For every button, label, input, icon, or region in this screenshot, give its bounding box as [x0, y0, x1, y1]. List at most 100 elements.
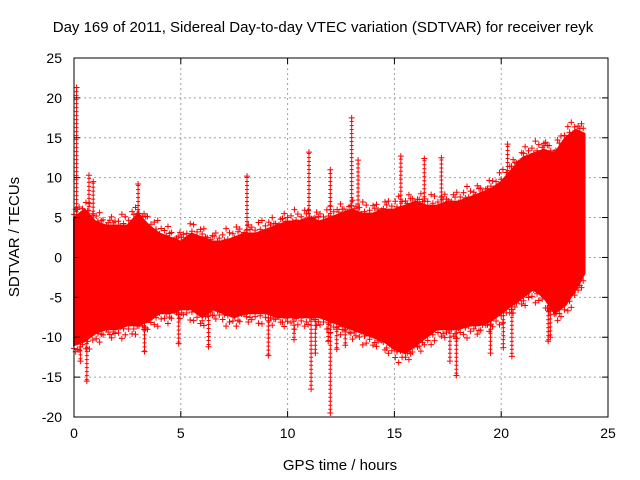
data-point — [569, 130, 576, 137]
data-point — [233, 224, 240, 231]
data-point — [332, 315, 339, 322]
outlier-point — [305, 149, 312, 156]
data-point — [153, 226, 160, 233]
data-point — [457, 194, 464, 201]
outlier-point — [545, 338, 552, 345]
y-tick-label: -15 — [42, 369, 62, 385]
data-point — [176, 229, 183, 236]
data-point — [293, 217, 300, 224]
data-point — [436, 204, 443, 211]
data-point — [499, 166, 506, 173]
data-point — [554, 317, 561, 324]
data-point — [113, 226, 120, 233]
data-point — [458, 202, 465, 209]
data-point — [223, 323, 230, 330]
data-point — [296, 222, 303, 229]
data-point — [337, 331, 344, 338]
outlier-point — [333, 346, 340, 353]
data-point — [563, 297, 570, 304]
data-point — [392, 198, 399, 205]
data-point — [299, 218, 306, 225]
data-point — [322, 312, 329, 319]
outlier-point — [508, 353, 515, 360]
data-point — [511, 304, 518, 311]
data-point — [296, 309, 303, 316]
data-point — [211, 233, 218, 240]
data-point — [412, 199, 419, 206]
data-point — [257, 312, 264, 319]
data-point — [91, 222, 98, 229]
data-point — [245, 221, 252, 228]
data-point — [460, 189, 467, 196]
data-point — [505, 301, 512, 308]
data-point — [178, 234, 185, 241]
data-point — [464, 334, 471, 341]
data-point — [214, 307, 221, 314]
data-point — [147, 221, 154, 228]
outlier-point — [265, 352, 272, 359]
x-tick-label: 5 — [177, 425, 185, 441]
axis-ticks: 0 5 10 15 20 25 -20 -15 -10 -5 0 5 10 15 20 25 — [42, 50, 616, 441]
data-point — [460, 331, 467, 338]
data-point — [364, 214, 371, 221]
data-point — [532, 138, 539, 145]
data-point — [501, 176, 508, 183]
data-point — [236, 226, 243, 233]
outlier-point — [348, 114, 355, 121]
data-point — [491, 311, 498, 318]
data-point — [195, 237, 202, 244]
data-point — [123, 318, 130, 325]
data-point — [458, 320, 465, 327]
data-point — [252, 227, 259, 234]
data-point — [554, 136, 561, 143]
data-point — [537, 287, 544, 294]
data-point — [359, 341, 366, 348]
data-point — [151, 219, 158, 226]
data-point — [496, 321, 503, 328]
data-point — [279, 319, 286, 326]
data-point — [276, 221, 283, 228]
data-point — [100, 331, 107, 338]
data-point — [344, 208, 351, 215]
data-point — [561, 132, 568, 139]
data-point — [245, 318, 252, 325]
data-point — [81, 335, 88, 342]
data-point — [93, 212, 100, 219]
data-point — [527, 157, 534, 164]
data-point — [434, 329, 441, 336]
data-point — [281, 323, 288, 330]
data-point — [130, 211, 137, 218]
data-point — [282, 218, 289, 225]
data-point — [527, 283, 534, 290]
data-point — [106, 331, 113, 338]
data-point — [400, 207, 407, 214]
outlier-point — [397, 153, 404, 160]
data-point — [117, 223, 124, 230]
data-point — [320, 213, 327, 220]
data-point — [393, 348, 400, 355]
data-point — [125, 217, 132, 224]
data-point — [194, 314, 201, 321]
data-point — [199, 231, 206, 238]
data-point — [552, 147, 559, 154]
data-point — [580, 125, 587, 132]
data-point — [228, 308, 235, 315]
data-point — [188, 308, 195, 315]
data-point — [404, 200, 411, 207]
data-point — [366, 336, 373, 343]
data-point — [571, 123, 578, 130]
data-point — [120, 325, 127, 332]
data-point — [361, 333, 368, 340]
data-point — [272, 220, 279, 227]
data-point — [219, 231, 226, 238]
data-point — [330, 208, 337, 215]
data-point — [522, 143, 529, 150]
data-point — [470, 325, 477, 332]
data-point — [122, 331, 129, 338]
data-point — [183, 230, 190, 237]
data-point — [525, 147, 532, 154]
outlier-point — [90, 178, 97, 185]
data-point — [286, 309, 293, 316]
data-point — [388, 347, 395, 354]
